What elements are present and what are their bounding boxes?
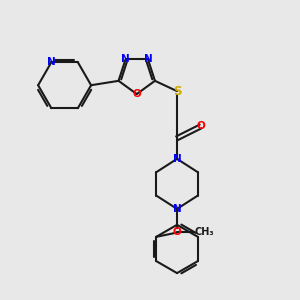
Text: N: N [144, 54, 152, 64]
Text: O: O [196, 122, 205, 131]
Text: O: O [173, 227, 182, 238]
Text: N: N [173, 204, 182, 214]
Text: N: N [121, 54, 130, 64]
Text: N: N [173, 154, 182, 164]
Text: O: O [132, 89, 141, 99]
Text: S: S [173, 85, 181, 98]
Text: CH₃: CH₃ [195, 227, 214, 238]
Text: N: N [47, 57, 56, 67]
